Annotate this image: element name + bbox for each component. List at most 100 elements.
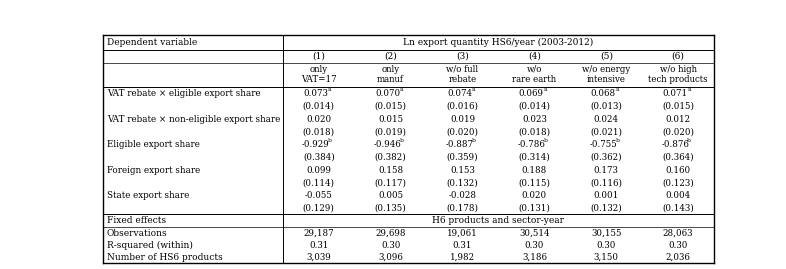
Text: b: b	[328, 138, 332, 143]
Text: (0.020): (0.020)	[446, 127, 479, 136]
Text: -0.786: -0.786	[517, 140, 545, 149]
Text: a: a	[688, 87, 691, 92]
Text: Foreign export share: Foreign export share	[107, 165, 200, 175]
Text: 0.074: 0.074	[447, 89, 472, 98]
Text: (0.114): (0.114)	[303, 178, 335, 187]
Text: -0.887: -0.887	[446, 140, 473, 149]
Text: a: a	[544, 87, 547, 92]
Text: 0.071: 0.071	[663, 89, 688, 98]
Text: 0.069: 0.069	[519, 89, 544, 98]
Text: (0.015): (0.015)	[662, 102, 694, 111]
Text: w/o full
rebate: w/o full rebate	[446, 65, 479, 84]
Text: -0.929: -0.929	[302, 140, 329, 149]
Text: 0.173: 0.173	[594, 165, 619, 175]
Text: VAT rebate × eligible export share: VAT rebate × eligible export share	[107, 89, 260, 98]
Text: (6): (6)	[672, 52, 685, 61]
Text: 0.31: 0.31	[453, 241, 472, 250]
Text: (0.117): (0.117)	[375, 178, 406, 187]
Text: (0.018): (0.018)	[303, 127, 335, 136]
Text: 29,698: 29,698	[376, 229, 406, 238]
Text: (0.013): (0.013)	[590, 102, 623, 111]
Text: (5): (5)	[600, 52, 613, 61]
Text: -0.028: -0.028	[449, 191, 476, 200]
Text: 0.153: 0.153	[450, 165, 475, 175]
Text: (0.116): (0.116)	[590, 178, 623, 187]
Text: (0.132): (0.132)	[590, 204, 623, 213]
Text: 0.024: 0.024	[593, 115, 619, 123]
Text: (0.015): (0.015)	[375, 102, 406, 111]
Text: 3,186: 3,186	[522, 253, 547, 262]
Text: 0.020: 0.020	[522, 191, 547, 200]
Text: w/o energy
intensive: w/o energy intensive	[582, 65, 630, 84]
Text: 0.30: 0.30	[668, 241, 688, 250]
Text: Observations: Observations	[107, 229, 167, 238]
Text: (0.362): (0.362)	[590, 153, 622, 162]
Text: -0.946: -0.946	[373, 140, 402, 149]
Text: 0.31: 0.31	[309, 241, 329, 250]
Text: (0.384): (0.384)	[303, 153, 335, 162]
Text: (0.135): (0.135)	[375, 204, 406, 213]
Text: Eligible export share: Eligible export share	[107, 140, 200, 149]
Text: Number of HS6 products: Number of HS6 products	[107, 253, 222, 262]
Text: (0.131): (0.131)	[519, 204, 550, 213]
Text: 0.020: 0.020	[307, 115, 332, 123]
Text: only
VAT=17: only VAT=17	[301, 65, 336, 84]
Text: (1): (1)	[312, 52, 325, 61]
Text: 3,096: 3,096	[378, 253, 403, 262]
Text: -0.055: -0.055	[305, 191, 332, 200]
Text: (0.115): (0.115)	[519, 178, 550, 187]
Text: 0.073: 0.073	[303, 89, 328, 98]
Text: b: b	[543, 138, 547, 143]
Text: (0.364): (0.364)	[663, 153, 694, 162]
Text: 28,063: 28,063	[663, 229, 693, 238]
Text: b: b	[472, 138, 476, 143]
Text: 29,187: 29,187	[303, 229, 334, 238]
Text: 0.068: 0.068	[590, 89, 615, 98]
Text: 0.099: 0.099	[307, 165, 331, 175]
Text: (0.016): (0.016)	[446, 102, 479, 111]
Text: (2): (2)	[384, 52, 397, 61]
Text: H6 products and sector-year: H6 products and sector-year	[432, 216, 564, 225]
Text: 0.004: 0.004	[666, 191, 691, 200]
Text: b: b	[399, 138, 403, 143]
Text: 30,514: 30,514	[519, 229, 549, 238]
Text: Fixed effects: Fixed effects	[107, 216, 166, 225]
Text: a: a	[615, 87, 619, 92]
Text: (0.014): (0.014)	[519, 102, 550, 111]
Text: Ln export quantity HS6/year (2003-2012): Ln export quantity HS6/year (2003-2012)	[403, 38, 593, 47]
Text: (0.314): (0.314)	[519, 153, 550, 162]
Text: (0.129): (0.129)	[303, 204, 335, 213]
Text: R-squared (within): R-squared (within)	[107, 241, 193, 250]
Text: a: a	[400, 87, 403, 92]
Text: (0.132): (0.132)	[446, 178, 479, 187]
Text: 0.019: 0.019	[450, 115, 475, 123]
Text: a: a	[472, 87, 476, 92]
Text: (0.359): (0.359)	[446, 153, 479, 162]
Text: Dependent variable: Dependent variable	[107, 38, 197, 47]
Text: only
manuf: only manuf	[377, 65, 404, 84]
Text: 0.070: 0.070	[375, 89, 400, 98]
Text: 1,982: 1,982	[450, 253, 475, 262]
Text: b: b	[687, 138, 691, 143]
Text: w/o high
tech products: w/o high tech products	[648, 65, 708, 84]
Text: -0.876: -0.876	[661, 140, 689, 149]
Text: (0.014): (0.014)	[303, 102, 335, 111]
Text: 3,150: 3,150	[593, 253, 619, 262]
Text: 0.001: 0.001	[593, 191, 619, 200]
Text: (0.143): (0.143)	[663, 204, 694, 213]
Text: -0.755: -0.755	[590, 140, 617, 149]
Text: 19,061: 19,061	[447, 229, 478, 238]
Text: 0.158: 0.158	[378, 165, 403, 175]
Text: a: a	[328, 87, 332, 92]
Text: (0.018): (0.018)	[518, 127, 550, 136]
Text: 0.188: 0.188	[522, 165, 547, 175]
Text: VAT rebate × non-eligible export share: VAT rebate × non-eligible export share	[107, 115, 280, 123]
Text: (3): (3)	[456, 52, 469, 61]
Text: 0.30: 0.30	[525, 241, 544, 250]
Text: 0.160: 0.160	[666, 165, 691, 175]
Text: w/o
rare earth: w/o rare earth	[512, 65, 556, 84]
Text: State export share: State export share	[107, 191, 189, 200]
Text: 0.015: 0.015	[378, 115, 403, 123]
Text: 3,039: 3,039	[307, 253, 331, 262]
Text: (0.382): (0.382)	[375, 153, 406, 162]
